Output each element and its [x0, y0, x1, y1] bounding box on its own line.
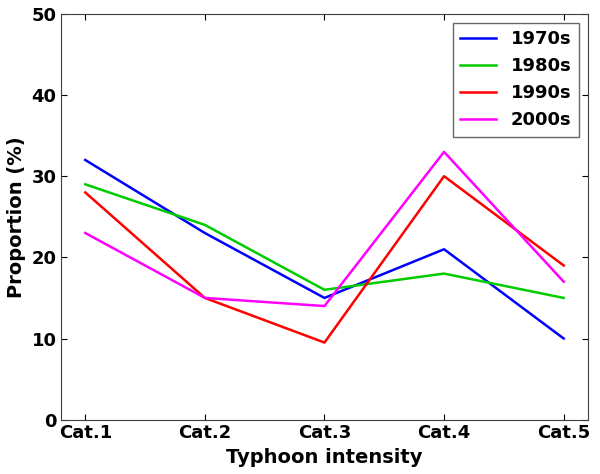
- 2000s: [560, 279, 567, 284]
- 1990s: [560, 263, 567, 268]
- 1990s: [440, 173, 448, 179]
- 1980s: [82, 182, 89, 187]
- X-axis label: Typhoon intensity: Typhoon intensity: [226, 448, 423, 467]
- 1970s: [201, 230, 208, 236]
- 2000s: [440, 149, 448, 155]
- 2000s: [321, 303, 328, 309]
- Y-axis label: Proportion (%): Proportion (%): [7, 136, 26, 298]
- 2000s: [82, 230, 89, 236]
- Line: 1970s: 1970s: [85, 160, 563, 338]
- 1980s: [321, 287, 328, 292]
- 1970s: [82, 157, 89, 163]
- 1970s: [321, 295, 328, 301]
- Line: 1980s: 1980s: [85, 184, 563, 298]
- 2000s: [201, 295, 208, 301]
- 1980s: [440, 271, 448, 276]
- 1980s: [201, 222, 208, 228]
- Legend: 1970s, 1980s, 1990s, 2000s: 1970s, 1980s, 1990s, 2000s: [453, 23, 578, 137]
- Line: 1990s: 1990s: [85, 176, 563, 343]
- 1970s: [560, 336, 567, 341]
- 1970s: [440, 246, 448, 252]
- 1990s: [321, 340, 328, 346]
- 1990s: [82, 190, 89, 195]
- 1990s: [201, 295, 208, 301]
- 1980s: [560, 295, 567, 301]
- Line: 2000s: 2000s: [85, 152, 563, 306]
